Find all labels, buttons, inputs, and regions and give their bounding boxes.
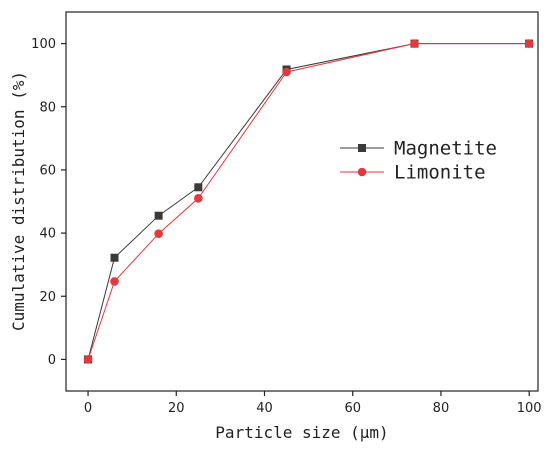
x-tick-label: 100 [517, 401, 542, 416]
x-tick-label: 0 [84, 401, 92, 416]
y-tick-label: 20 [39, 290, 56, 305]
data-point-limonite [410, 39, 419, 48]
plot-frame [65, 11, 539, 392]
data-point-limonite [282, 67, 291, 77]
y-tick-label: 0 [48, 353, 56, 368]
data-point-magnetite [194, 183, 203, 192]
y-axis-ticks: 0 20 40 60 80 100 [31, 37, 66, 368]
data-point-limonite [524, 39, 534, 48]
legend-label-limonite: Limonite [394, 162, 486, 184]
data-point-magnetite [110, 253, 119, 262]
legend-marker-limonite [357, 167, 367, 177]
data-point-limonite [83, 355, 93, 364]
legend-label-magnetite: Magnetite [394, 138, 497, 160]
data-point-limonite [110, 277, 119, 286]
x-tick-label: 20 [168, 401, 185, 416]
x-axis-title: Particle size (μm) [215, 423, 388, 442]
series-layer [83, 39, 534, 364]
series-line-limonite [87, 43, 530, 360]
x-tick-label: 40 [256, 401, 273, 416]
legend-marker-magnetite [358, 144, 366, 152]
y-tick-label: 100 [31, 37, 56, 52]
x-tick-label: 60 [344, 401, 361, 416]
y-tick-label: 80 [39, 100, 56, 115]
y-tick-label: 60 [39, 163, 56, 178]
data-point-limonite [194, 194, 203, 203]
series-line-magnetite [87, 43, 530, 360]
data-point-limonite [154, 229, 163, 239]
y-axis-title: Cumulative distribution (%) [9, 71, 28, 331]
x-tick-label: 80 [433, 401, 450, 416]
data-point-magnetite [154, 211, 163, 220]
x-axis-ticks: 0 20 40 60 80 100 [84, 391, 542, 416]
y-tick-label: 40 [39, 227, 56, 242]
